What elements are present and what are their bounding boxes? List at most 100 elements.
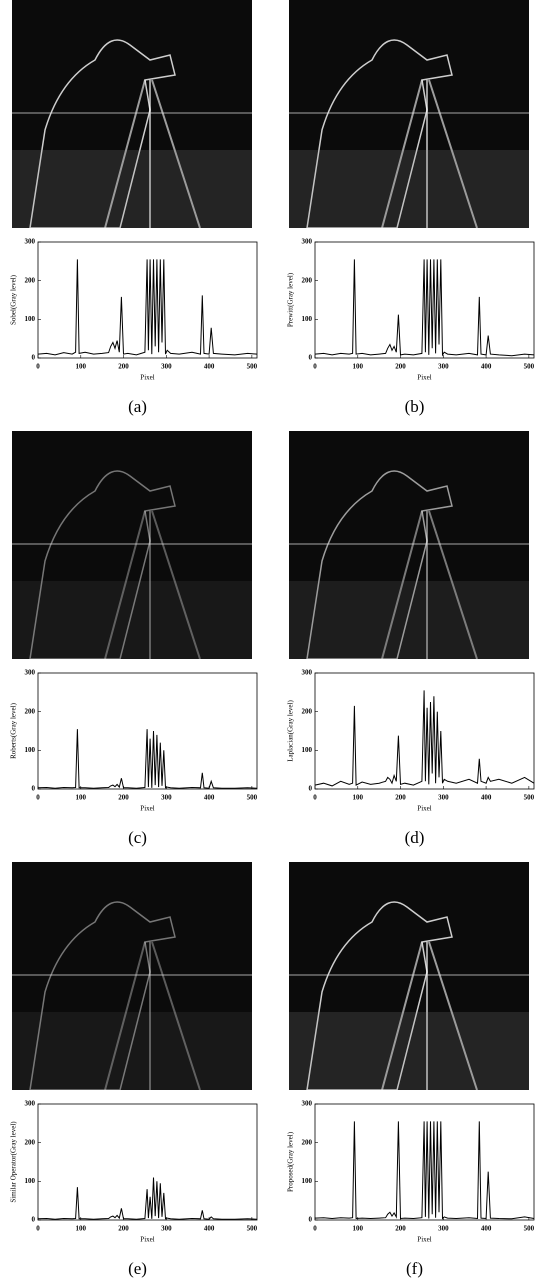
x-tick-label: 200	[118, 794, 129, 802]
data-line	[314, 259, 535, 357]
data-line	[314, 1121, 535, 1220]
y-tick-label: 200	[25, 707, 36, 715]
y-tick-label: 300	[25, 669, 36, 677]
x-axis-label: Pixel	[140, 374, 154, 382]
y-tick-label: 100	[302, 315, 313, 323]
x-tick-label: 300	[438, 794, 449, 802]
x-tick-label: 100	[76, 1225, 87, 1233]
y-tick-label: 0	[32, 785, 36, 793]
image-tripod	[381, 79, 478, 229]
x-tick-label: 0	[313, 794, 317, 802]
plot-frame	[37, 241, 258, 359]
data-line	[37, 259, 258, 356]
y-tick-label: 100	[25, 1177, 36, 1185]
panel: 0 100 200 300 400 500 0 100 200 300 Pixel Roberts(G…	[10, 431, 258, 847]
image-tripod	[104, 510, 201, 660]
edge-image	[289, 862, 529, 1090]
x-tick-label: 400	[204, 794, 215, 802]
image-ground	[12, 581, 252, 659]
y-tick-label: 100	[302, 1177, 313, 1185]
image-ground	[289, 581, 529, 659]
y-tick-label: 100	[302, 746, 313, 754]
x-tick-label: 300	[161, 1225, 172, 1233]
y-tick-label: 0	[309, 354, 313, 362]
y-tick-label: 0	[309, 1216, 313, 1224]
plot-frame	[314, 1103, 535, 1221]
x-tick-label: 100	[76, 363, 87, 371]
image-ground	[12, 150, 252, 228]
y-tick-label: 0	[32, 354, 36, 362]
x-axis-label: Pixel	[417, 374, 431, 382]
image-tripod	[104, 79, 201, 229]
x-tick-label: 0	[36, 794, 40, 802]
x-tick-label: 400	[204, 363, 215, 371]
image-ground	[12, 1012, 252, 1090]
x-tick-label: 500	[524, 363, 535, 371]
edge-image	[289, 0, 529, 228]
edge-image	[12, 431, 252, 659]
y-tick-label: 100	[25, 746, 36, 754]
caption: (e)	[128, 1259, 147, 1278]
caption: (f)	[406, 1259, 423, 1278]
plot-frame	[314, 241, 535, 359]
x-tick-label: 500	[247, 794, 258, 802]
y-tick-label: 300	[302, 1100, 313, 1108]
edge-image	[12, 862, 252, 1090]
x-tick-label: 100	[353, 363, 364, 371]
caption: (a)	[128, 397, 147, 416]
y-tick-label: 200	[302, 1138, 313, 1146]
x-tick-label: 400	[481, 363, 492, 371]
x-tick-label: 0	[36, 1225, 40, 1233]
plot-frame	[314, 672, 535, 790]
x-tick-label: 200	[118, 1225, 129, 1233]
y-tick-label: 200	[25, 276, 36, 284]
x-axis-label: Pixel	[417, 805, 431, 813]
x-axis-label: Pixel	[140, 805, 154, 813]
image-tripod	[381, 941, 478, 1091]
data-line	[37, 1177, 258, 1220]
image-silhouette	[29, 901, 176, 1091]
data-line	[37, 729, 258, 789]
y-tick-label: 200	[302, 707, 313, 715]
y-tick-label: 300	[302, 238, 313, 246]
x-tick-label: 500	[247, 363, 258, 371]
caption: (b)	[405, 397, 425, 416]
y-axis-label: Similar Operator(Gray level)	[10, 1121, 18, 1203]
x-tick-label: 100	[353, 794, 364, 802]
image-silhouette	[29, 470, 176, 660]
x-tick-label: 0	[313, 363, 317, 371]
x-tick-label: 500	[524, 794, 535, 802]
x-tick-label: 100	[76, 794, 87, 802]
x-tick-label: 200	[118, 363, 129, 371]
x-tick-label: 500	[524, 1225, 535, 1233]
x-tick-label: 300	[161, 363, 172, 371]
x-tick-label: 300	[161, 794, 172, 802]
edge-image	[12, 0, 252, 228]
x-tick-label: 300	[438, 1225, 449, 1233]
x-tick-label: 400	[481, 1225, 492, 1233]
x-tick-label: 400	[204, 1225, 215, 1233]
x-tick-label: 100	[353, 1225, 364, 1233]
y-tick-label: 0	[309, 785, 313, 793]
y-axis-label: Prewitt(Gray level)	[287, 272, 295, 327]
image-tripod	[104, 941, 201, 1091]
y-axis-label: Sobel(Gray level)	[10, 274, 18, 325]
y-tick-label: 200	[302, 276, 313, 284]
panel: 0 100 200 300 400 500 0 100 200 300 Pixel Laplacian…	[287, 431, 535, 847]
edge-image	[289, 431, 529, 659]
x-axis-label: Pixel	[417, 1236, 431, 1244]
x-tick-label: 0	[313, 1225, 317, 1233]
y-axis-label: Proposed(Gray level)	[287, 1131, 295, 1192]
x-tick-label: 500	[247, 1225, 258, 1233]
caption: (d)	[405, 828, 425, 847]
x-tick-label: 300	[438, 363, 449, 371]
x-tick-label: 400	[481, 794, 492, 802]
y-tick-label: 100	[25, 315, 36, 323]
image-tripod	[381, 510, 478, 660]
image-ground	[289, 150, 529, 228]
y-tick-label: 300	[25, 238, 36, 246]
y-tick-label: 200	[25, 1138, 36, 1146]
plot-frame	[37, 672, 258, 790]
panel: 0 100 200 300 400 500 0 100 200 300 Pixel Sobel(Gra…	[10, 0, 258, 416]
x-tick-label: 200	[395, 363, 406, 371]
